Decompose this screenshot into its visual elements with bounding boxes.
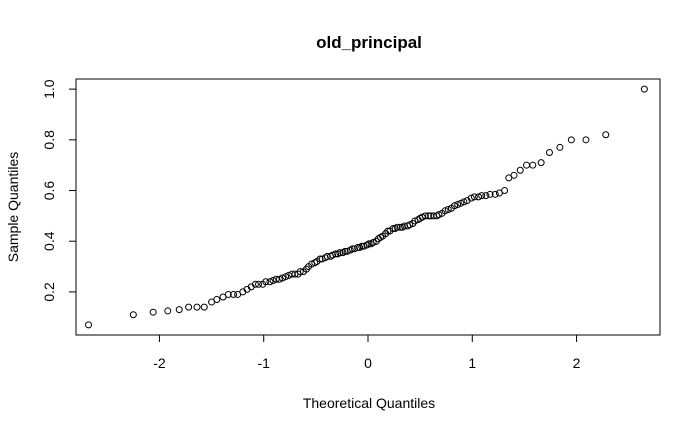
data-point: [444, 206, 452, 214]
data-point: [329, 251, 337, 259]
data-point: [482, 192, 490, 200]
data-point: [358, 242, 366, 250]
y-tick-label: 0.8: [41, 130, 57, 150]
data-point: [175, 306, 183, 314]
data-point: [523, 161, 531, 169]
data-point: [545, 149, 553, 157]
data-point: [602, 131, 610, 139]
data-point: [510, 171, 518, 179]
data-point: [129, 311, 137, 319]
data-point: [424, 212, 432, 220]
y-tick-label: 0.4: [41, 231, 57, 251]
data-point: [537, 159, 545, 167]
data-points: [85, 85, 648, 329]
data-point: [486, 190, 494, 198]
data-point: [640, 85, 648, 93]
data-point: [332, 250, 340, 258]
data-point: [435, 211, 443, 219]
data-point: [278, 274, 286, 282]
data-point: [430, 212, 438, 220]
data-point: [255, 280, 262, 288]
data-point: [296, 268, 304, 276]
data-point: [501, 187, 509, 195]
y-tick-label: 1.0: [41, 79, 57, 99]
data-point: [336, 249, 344, 257]
x-tick-label: -1: [257, 355, 270, 371]
data-point: [275, 275, 283, 283]
data-point: [365, 240, 373, 248]
data-point: [213, 296, 221, 304]
y-tick-label: 0.2: [41, 282, 57, 302]
data-point: [229, 290, 237, 298]
x-tick-label: 1: [468, 355, 476, 371]
data-point: [457, 199, 465, 207]
data-point: [467, 194, 475, 202]
x-axis-label: Theoretical Quantiles: [303, 395, 435, 411]
data-point: [421, 212, 429, 220]
data-point: [200, 303, 208, 311]
data-point: [556, 143, 564, 151]
data-point: [396, 223, 404, 231]
data-point: [582, 136, 590, 144]
data-point: [251, 280, 259, 288]
data-point: [529, 161, 537, 169]
data-point: [185, 303, 193, 311]
data-point: [85, 321, 93, 329]
data-point: [164, 307, 172, 315]
data-point: [567, 136, 575, 144]
data-point: [393, 223, 401, 231]
data-point: [149, 308, 157, 316]
data-point: [441, 207, 449, 215]
y-tick-label: 0.6: [41, 181, 57, 201]
data-point: [406, 221, 414, 229]
data-point: [460, 198, 468, 206]
data-point: [470, 193, 478, 201]
data-point: [478, 192, 486, 200]
data-point: [193, 303, 201, 311]
data-point: [454, 200, 462, 208]
data-point: [348, 245, 356, 253]
y-axis-label: Sample Quantiles: [5, 152, 21, 263]
data-point: [224, 290, 232, 298]
x-tick-label: 2: [573, 355, 581, 371]
data-point: [262, 278, 270, 286]
data-point: [369, 238, 377, 246]
y-axis: 0.2 0.4 0.6 0.8 1.0: [41, 79, 77, 302]
data-point: [350, 245, 358, 253]
data-point: [323, 252, 331, 260]
data-point: [282, 273, 290, 281]
x-tick-label: 0: [364, 355, 372, 371]
data-point: [491, 190, 499, 198]
data-point: [475, 193, 483, 201]
x-axis: -2 -1 0 1 2: [153, 334, 581, 371]
data-point: [401, 222, 408, 230]
chart-title: old_principal: [316, 33, 422, 52]
x-tick-label: -2: [153, 355, 166, 371]
plot-frame: [75, 78, 661, 336]
data-point: [341, 247, 349, 255]
data-point: [389, 225, 397, 233]
data-point: [266, 278, 274, 286]
data-point: [516, 166, 524, 174]
data-point: [451, 202, 459, 210]
data-point: [316, 255, 324, 263]
